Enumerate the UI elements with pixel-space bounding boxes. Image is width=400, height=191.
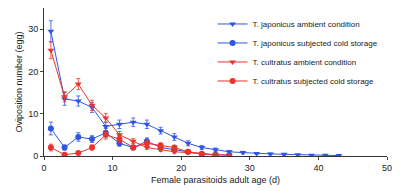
svg-text:T. japonicus subjected cold st: T. japonicus subjected cold storage: [253, 39, 378, 48]
svg-text:0: 0: [33, 151, 38, 161]
svg-text:30: 30: [245, 163, 255, 173]
svg-text:T. cultratus ambient condition: T. cultratus ambient condition: [253, 58, 357, 67]
svg-text:0: 0: [41, 163, 46, 173]
svg-text:T. cultratus subjected cold st: T. cultratus subjected cold storage: [253, 77, 375, 86]
svg-text:T. japonicus ambient condition: T. japonicus ambient condition: [253, 20, 360, 29]
svg-text:50: 50: [382, 163, 392, 173]
svg-text:40: 40: [313, 163, 323, 173]
svg-text:Female parasitoids adult age (: Female parasitoids adult age (d): [151, 175, 280, 185]
svg-text:10: 10: [108, 163, 118, 173]
svg-text:10: 10: [28, 109, 38, 119]
svg-text:Oviposition number (egg): Oviposition number (egg): [14, 31, 24, 132]
svg-text:30: 30: [28, 24, 38, 34]
svg-text:20: 20: [28, 67, 38, 77]
svg-text:20: 20: [176, 163, 186, 173]
